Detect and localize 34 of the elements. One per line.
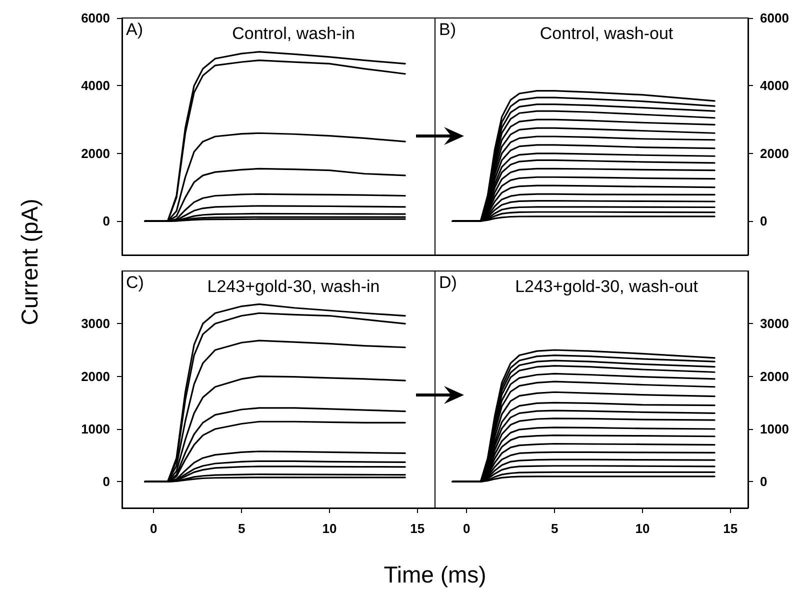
- annotation: B): [439, 20, 456, 39]
- chart-title: Control, wash-in: [232, 24, 355, 43]
- chart-title: Control, wash-out: [540, 24, 674, 43]
- x-tick-label: 0: [150, 521, 158, 536]
- y-tick-label: 0: [102, 214, 110, 229]
- y-tick-label: 3000: [760, 316, 789, 332]
- y-tick-label: 2000: [81, 368, 110, 384]
- y-tick-label: 6000: [81, 10, 110, 26]
- annotation: D): [439, 273, 457, 292]
- y-tick-label: 2000: [81, 146, 110, 161]
- y-tick-label: 0: [760, 214, 768, 229]
- y-tick-label: 3000: [81, 316, 110, 332]
- x-tick-label: 10: [322, 521, 337, 536]
- y-tick-label: 0: [760, 474, 768, 490]
- y-tick-label: 2000: [760, 368, 789, 384]
- y-tick-label: 2000: [760, 146, 789, 161]
- y-axis-title: Current (pA): [16, 198, 44, 326]
- y-tick-label: 4000: [81, 78, 110, 94]
- y-tick-label: 0: [102, 474, 110, 490]
- x-tick-label: 0: [463, 521, 470, 536]
- y-tick-label: 1000: [760, 422, 789, 436]
- y-tick-label: 6000: [760, 10, 789, 26]
- annotation: C): [126, 273, 144, 292]
- x-tick-label: 15: [410, 521, 425, 536]
- chart-title: L243+gold-30, wash-out: [515, 277, 698, 296]
- x-axis-title: Time (ms): [384, 562, 486, 588]
- x-tick-label: 5: [238, 521, 246, 536]
- x-tick-label: 10: [635, 521, 650, 536]
- x-tick-label: 5: [550, 521, 558, 536]
- annotation: A): [126, 20, 143, 39]
- x-tick-label: 15: [723, 521, 738, 536]
- y-tick-label: 1000: [81, 422, 110, 436]
- chart-title: L243+gold-30, wash-in: [207, 277, 380, 296]
- y-tick-label: 4000: [760, 78, 789, 94]
